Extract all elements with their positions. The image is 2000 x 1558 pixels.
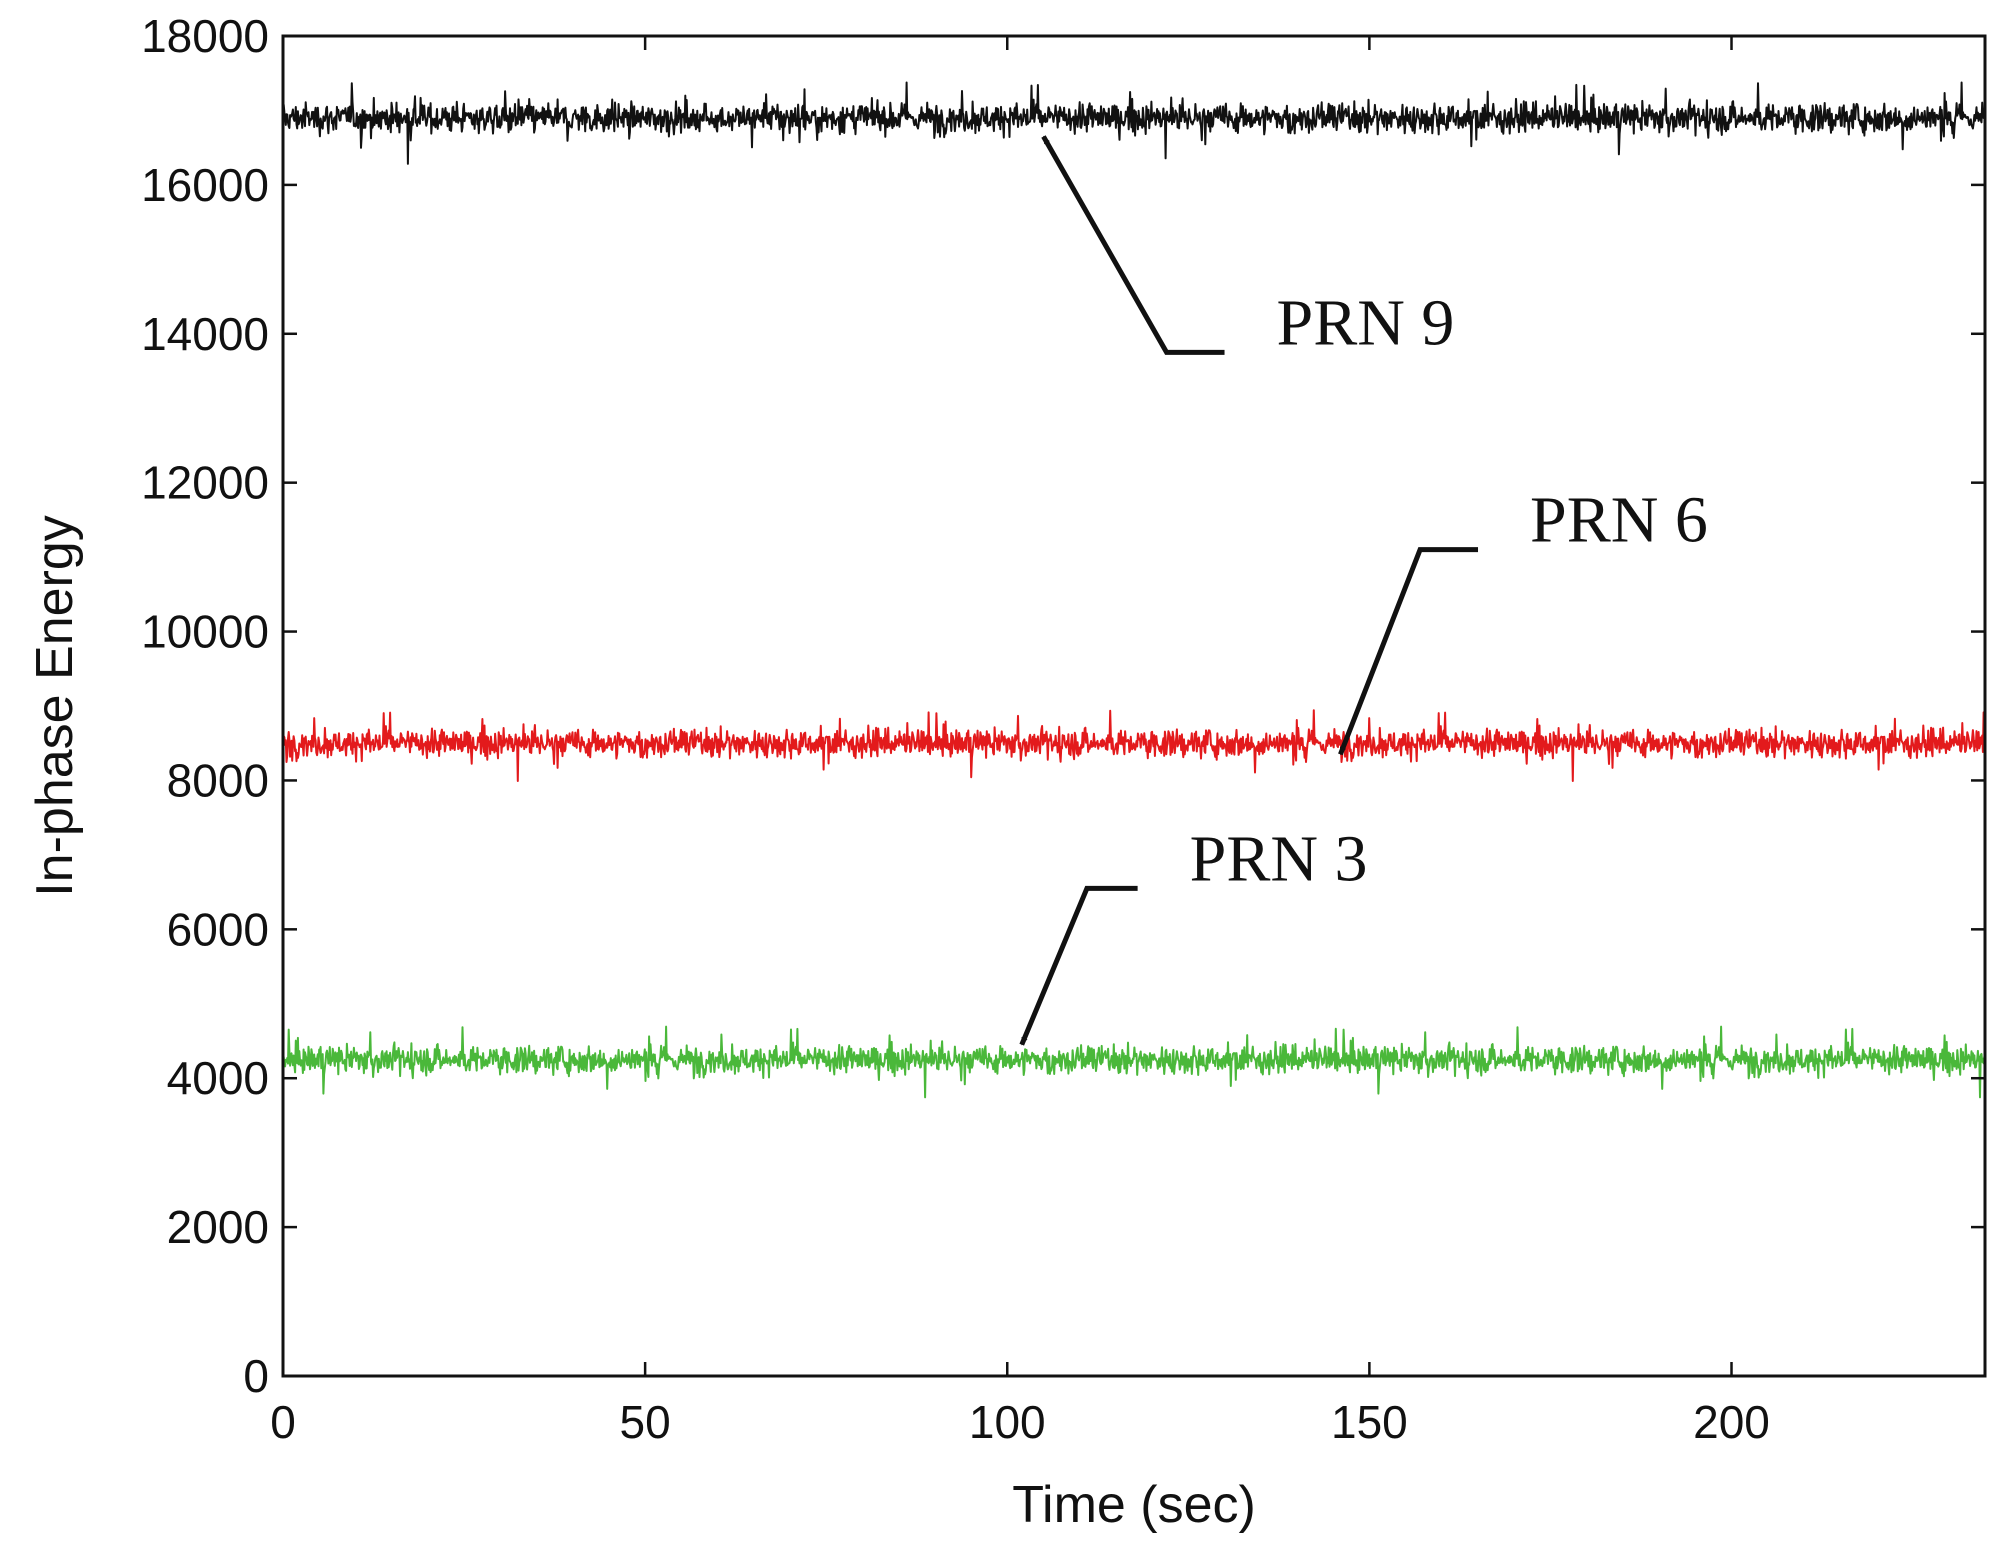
x-tick-label: 100 [969,1396,1046,1448]
y-tick-label: 2000 [167,1201,269,1253]
series-layer [282,81,1986,1099]
x-tick-label: 50 [620,1396,671,1448]
x-axis-label: Time (sec) [1012,1476,1256,1534]
y-tick-label: 4000 [167,1052,269,1104]
x-tick-label: 200 [1693,1396,1770,1448]
y-tick-label: 12000 [141,457,269,509]
annotation-label: PRN 6 [1530,484,1708,557]
y-axis-label: In-phase Energy [26,515,84,897]
annotation-arrow [1019,885,1138,1046]
series-line-3 [282,1025,1986,1099]
y-tick-label: 0 [243,1350,269,1402]
y-tick-label: 6000 [167,903,269,955]
x-tick-label: 0 [270,1396,296,1448]
series-line-1 [282,81,1986,165]
series-line-2 [282,709,1986,782]
annotation-layer: PRN 9 PRN 6 PRN 3 [1019,135,1708,1046]
annotation-arrow [1338,547,1479,756]
x-tick-label: 150 [1331,1396,1408,1448]
y-tick-label: 8000 [167,754,269,806]
y-tick-label: 10000 [141,606,269,658]
y-tick-label: 16000 [141,159,269,211]
ticks-layer: 0 50 100 150 2000200040006000800010000120001… [141,10,1985,1448]
annotation-label: PRN 3 [1190,822,1368,895]
plot-frame [281,34,1987,1378]
annotation-label: PRN 9 [1277,286,1455,359]
y-tick-label: 18000 [141,10,269,62]
y-tick-label: 14000 [141,308,269,360]
annotation-arrow [1041,135,1225,355]
